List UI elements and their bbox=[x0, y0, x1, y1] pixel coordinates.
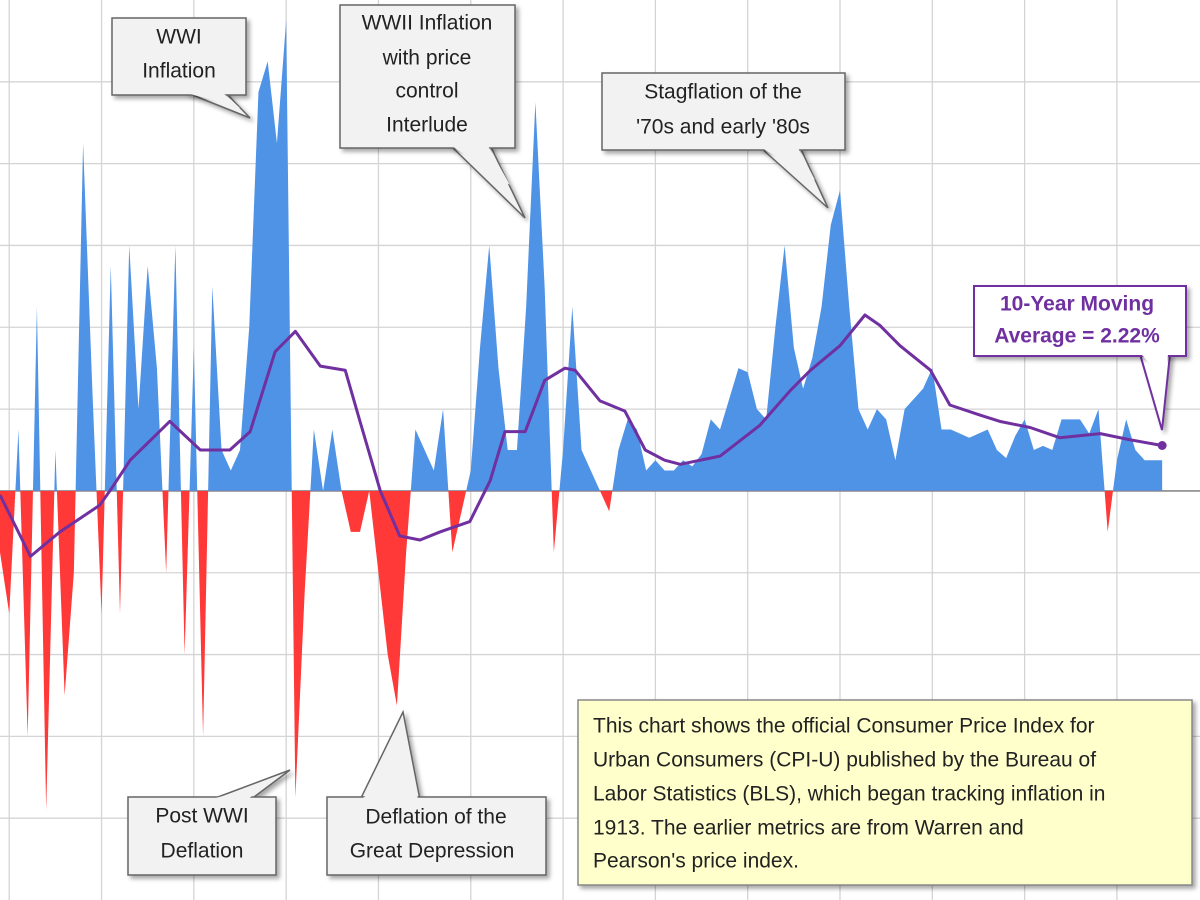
note-text: This chart shows the official Consumer P… bbox=[593, 715, 1095, 738]
callout-text: WWII Inflation bbox=[362, 12, 493, 35]
callout-box bbox=[601, 72, 846, 151]
callout: WWI Inflation bbox=[111, 17, 251, 119]
callout-text: Post WWI bbox=[155, 805, 248, 828]
callout-text: Inflation bbox=[142, 60, 216, 83]
annotations: WWI Inflation WWII Inflation with price … bbox=[111, 4, 1193, 886]
callout: WWII Inflation with price control Interl… bbox=[339, 4, 526, 219]
callout-seam bbox=[362, 760, 418, 799]
note-text: Labor Statistics (BLS), which began trac… bbox=[593, 783, 1105, 806]
callout: Stagflation of the '70s and early '80s bbox=[601, 72, 846, 209]
callout: Post WWI Deflation bbox=[127, 769, 291, 876]
note-text: Pearson's price index. bbox=[593, 850, 799, 873]
callout-text: Interlude bbox=[386, 114, 468, 137]
callout-seam bbox=[187, 93, 240, 108]
area-positive bbox=[0, 20, 1163, 491]
plot bbox=[0, 20, 1167, 810]
callout: 10-Year Moving Average = 2.22% bbox=[973, 285, 1187, 431]
callout-text: control bbox=[395, 80, 458, 103]
callout-seam bbox=[1142, 355, 1168, 380]
callout-text: with price bbox=[382, 47, 472, 70]
callout-seam bbox=[762, 148, 815, 180]
callout-seam bbox=[212, 783, 270, 799]
callout-text: Deflation bbox=[161, 840, 244, 863]
callout-text: WWI bbox=[156, 26, 201, 49]
callout-seam bbox=[452, 146, 510, 185]
callout-box bbox=[111, 17, 247, 96]
callout: Deflation of the Great Depression bbox=[326, 709, 547, 876]
callout-box bbox=[973, 285, 1187, 357]
callout-box bbox=[339, 4, 516, 149]
note: This chart shows the official Consumer P… bbox=[577, 699, 1193, 886]
note-text: 1913. The earlier metrics are from Warre… bbox=[593, 817, 1024, 840]
callout-text: Average = 2.22% bbox=[994, 325, 1160, 348]
callout-text: Great Depression bbox=[350, 840, 515, 863]
callout-text: Stagflation of the bbox=[644, 81, 802, 104]
callout-text: Deflation of the bbox=[365, 806, 506, 829]
callout-box bbox=[326, 796, 547, 876]
end-point bbox=[1157, 441, 1167, 450]
callout-text: 10-Year Moving bbox=[1000, 293, 1154, 316]
callout-text: '70s and early '80s bbox=[636, 116, 810, 139]
note-text: Urban Consumers (CPI-U) published by the… bbox=[593, 749, 1096, 772]
note-box bbox=[577, 699, 1193, 886]
callout-box bbox=[127, 796, 277, 876]
moving-average-line bbox=[0, 313, 1163, 558]
